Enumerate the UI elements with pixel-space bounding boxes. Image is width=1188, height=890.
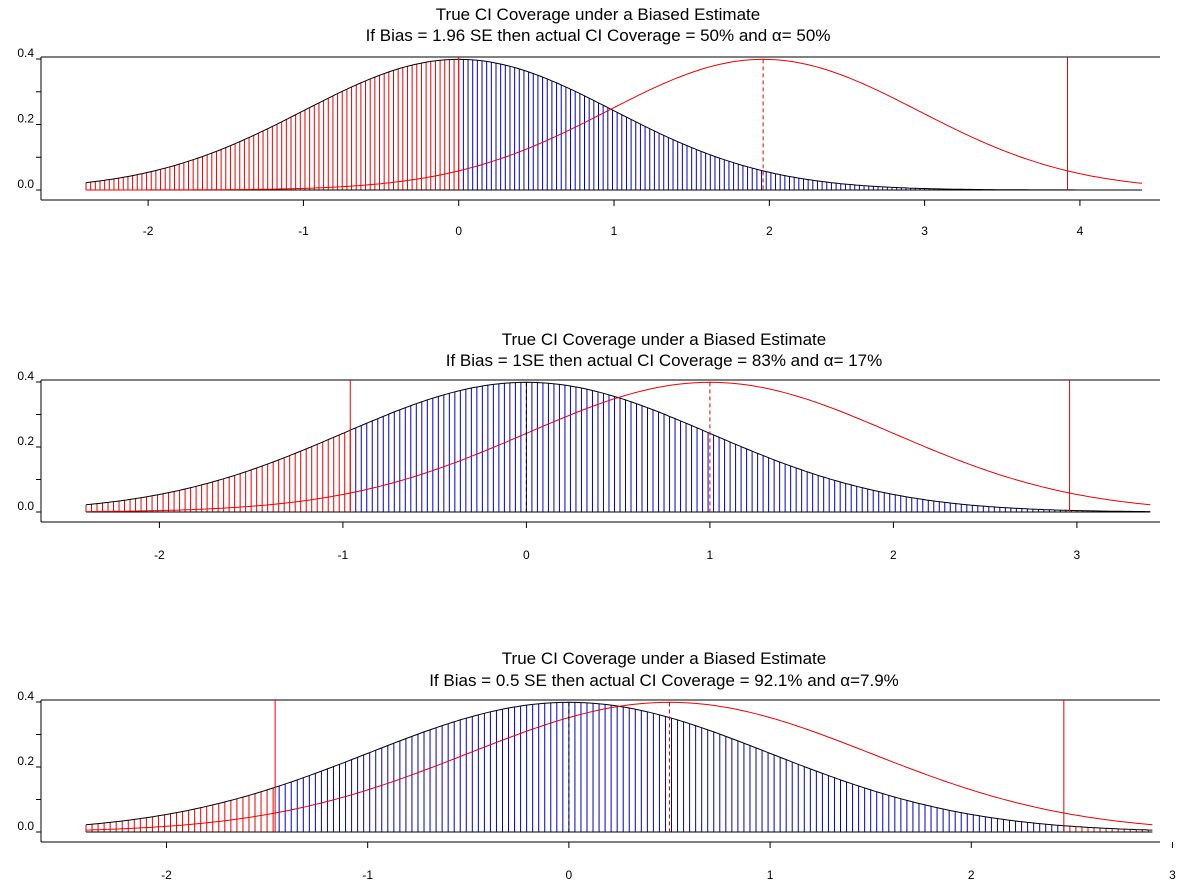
x-tick-label: -2	[161, 868, 172, 882]
chart-title: True CI Coverage under a Biased Estimate	[502, 649, 826, 668]
y-tick-label: 0.0	[17, 819, 34, 833]
y-tick-label: 0.2	[17, 112, 34, 126]
y-tick-label: 0.4	[17, 689, 34, 703]
x-tick-label: -1	[298, 224, 309, 238]
chart-subtitle: If Bias = 1SE then actual CI Coverage = …	[446, 351, 883, 370]
x-tick-label: 0	[566, 868, 573, 882]
x-tick-label: 2	[766, 224, 773, 238]
x-tick-label: 0	[455, 224, 462, 238]
x-tick-label: -2	[143, 224, 154, 238]
biased-density-curve	[86, 381, 1151, 513]
y-tick-label: 0.0	[17, 177, 34, 191]
y-tick-label: 0.4	[17, 369, 34, 383]
x-tick-label: 2	[968, 868, 975, 882]
chart-subtitle: If Bias = 1.96 SE then actual CI Coverag…	[366, 26, 831, 45]
biased-density-curve	[86, 58, 1143, 191]
chart-subtitle: If Bias = 0.5 SE then actual CI Coverage…	[429, 671, 899, 690]
x-tick-label: -1	[338, 548, 349, 562]
chart-title: True CI Coverage under a Biased Estimate	[436, 5, 760, 24]
x-tick-label: 3	[1074, 548, 1081, 562]
chart-panel-1: True CI Coverage under a Biased Estimate…	[17, 5, 1160, 238]
x-tick-label: 0	[523, 548, 530, 562]
x-tick-label: 2	[890, 548, 897, 562]
x-tick-label: 1	[707, 548, 714, 562]
x-tick-label: -1	[362, 868, 373, 882]
x-tick-label: 4	[1077, 224, 1084, 238]
null-density-curve	[85, 58, 1142, 191]
y-tick-label: 0.4	[17, 46, 34, 60]
x-tick-label: 1	[767, 868, 774, 882]
y-tick-label: 0.0	[17, 499, 34, 513]
biased-density-curve	[85, 701, 1153, 831]
x-tick-label: 1	[611, 224, 618, 238]
y-tick-label: 0.2	[17, 434, 34, 448]
null-density-curve	[85, 701, 1153, 831]
x-tick-label: 3	[1169, 868, 1176, 882]
x-tick-label: -2	[154, 548, 165, 562]
x-tick-label: 3	[921, 224, 928, 238]
chart-panel-2: True CI Coverage under a Biased Estimate…	[17, 330, 1160, 562]
chart-panel-3: True CI Coverage under a Biased Estimate…	[17, 649, 1176, 882]
y-tick-label: 0.2	[17, 754, 34, 768]
chart-title: True CI Coverage under a Biased Estimate	[502, 330, 826, 349]
